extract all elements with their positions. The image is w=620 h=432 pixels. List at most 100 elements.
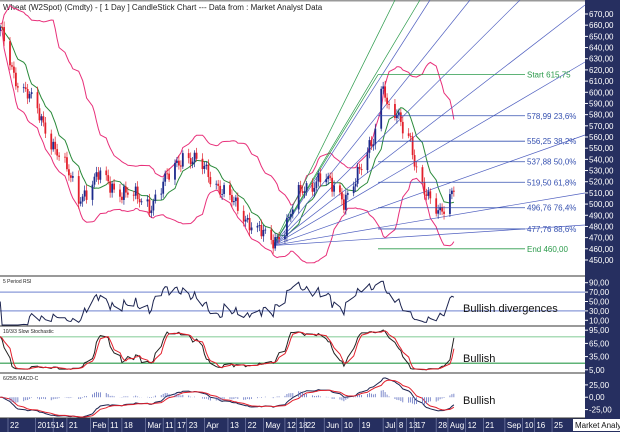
y-tick-label: 470,00 — [589, 234, 614, 243]
candle — [95, 172, 98, 177]
candle — [93, 176, 96, 185]
candle — [374, 128, 377, 145]
candle — [242, 210, 245, 222]
candle — [205, 164, 208, 166]
candle — [195, 152, 198, 159]
y-tick-label: 5,00 — [589, 366, 605, 375]
x-tick-label: 10 — [344, 421, 353, 430]
candle — [56, 149, 59, 156]
y-tick-label: 620,00 — [589, 66, 614, 75]
y-tick-label: 530,00 — [589, 167, 614, 176]
candle — [154, 194, 157, 202]
candle — [209, 177, 212, 185]
candle — [250, 227, 253, 231]
candle — [187, 153, 190, 159]
indicator-annotation: Bullish — [463, 395, 495, 407]
candle — [223, 185, 225, 194]
candle — [217, 183, 220, 186]
brand-label: Market Analyst 6 — [575, 421, 620, 430]
candle — [121, 196, 123, 200]
candle — [388, 103, 390, 105]
candle — [0, 27, 2, 31]
candle — [232, 201, 235, 203]
indicator-line — [0, 330, 455, 371]
y-tick-label: 90,00 — [589, 279, 610, 288]
y-tick-label: 550,00 — [589, 144, 614, 153]
fib-level-label: 519,50 61,8% — [527, 178, 576, 187]
candle — [386, 97, 388, 104]
y-tick-label: 510,00 — [589, 189, 614, 198]
candle — [339, 185, 341, 193]
candle — [331, 177, 333, 192]
gann-fan-line — [272, 0, 471, 246]
candle — [248, 217, 251, 231]
candle — [291, 209, 294, 215]
candle — [256, 225, 259, 228]
candle — [368, 140, 371, 153]
y-tick-label: 95,00 — [589, 326, 610, 335]
indicator-title: 5 Period RSI — [3, 279, 31, 285]
candle — [313, 187, 316, 192]
candle — [303, 191, 306, 193]
candle — [201, 158, 204, 170]
indicator-annotation: Bullish divergences — [463, 303, 558, 315]
candle — [415, 166, 418, 168]
y-tick-label: 30,00 — [589, 307, 610, 316]
candle — [449, 194, 451, 214]
candle — [219, 185, 222, 195]
candle — [370, 140, 373, 147]
candle — [342, 199, 345, 210]
candle — [13, 66, 15, 73]
bollinger-upper — [0, 4, 455, 206]
x-tick-label: 21 — [69, 421, 78, 430]
candle — [14, 72, 17, 87]
candle — [81, 196, 84, 202]
y-tick-label: 50,00 — [589, 298, 610, 307]
candle — [341, 192, 343, 200]
candle — [301, 191, 304, 193]
candle — [132, 194, 135, 196]
candle — [77, 176, 80, 204]
candle — [42, 116, 45, 123]
candle — [311, 183, 314, 192]
indicator-line — [0, 329, 455, 371]
candle — [168, 173, 170, 180]
candle — [366, 152, 369, 171]
candle — [111, 183, 114, 193]
x-tick-label: 22 — [248, 421, 257, 430]
x-tick-label: Jun — [326, 421, 339, 430]
candle — [28, 93, 31, 99]
candle — [423, 181, 426, 195]
candle — [126, 192, 129, 195]
candle — [399, 112, 402, 122]
y-tick-label: 35,00 — [589, 353, 610, 362]
candle — [24, 87, 27, 90]
candle — [234, 197, 237, 202]
candle — [413, 155, 416, 167]
x-tick-label: 11 — [110, 421, 119, 430]
candle — [384, 86, 387, 98]
candle — [68, 169, 70, 176]
y-tick-label: 560,00 — [589, 133, 614, 142]
candle — [40, 116, 43, 121]
candle — [229, 185, 231, 196]
candle — [260, 225, 263, 237]
gann-fan-line — [273, 192, 586, 246]
y-tick-label: 540,00 — [589, 155, 614, 164]
y-tick-label: 570,00 — [589, 122, 614, 131]
candle — [382, 86, 385, 89]
candle — [319, 173, 322, 183]
candle — [160, 193, 163, 195]
price-axis — [585, 0, 620, 432]
y-tick-label: 10,00 — [589, 316, 610, 325]
candle — [11, 65, 13, 67]
candle — [272, 239, 275, 249]
x-tick-label: 28 — [438, 421, 447, 430]
candle — [427, 191, 430, 196]
candle — [71, 176, 74, 178]
candle — [439, 206, 442, 211]
fib-level-label: Start 615,75 — [527, 71, 571, 80]
candle — [123, 186, 125, 200]
candle — [138, 199, 141, 203]
